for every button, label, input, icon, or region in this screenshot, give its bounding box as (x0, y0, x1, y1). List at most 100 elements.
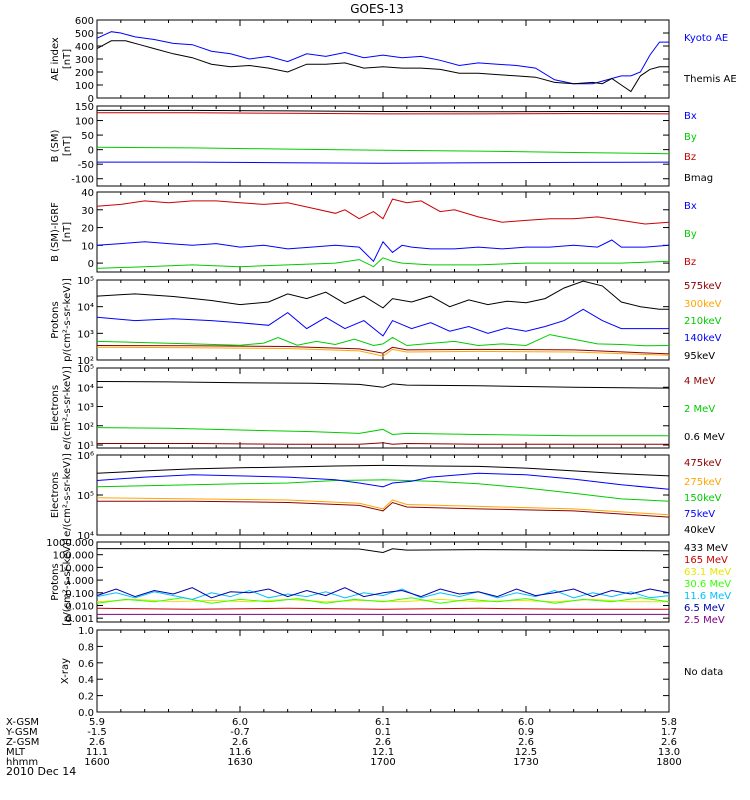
legend-entry: 2.5 MeV (684, 615, 725, 626)
series-line-75kev (96, 472, 670, 490)
legend-entry: By (684, 229, 697, 240)
ephemeris-value: 1730 (513, 757, 538, 768)
y-tick-label: 10⁵ (77, 364, 94, 375)
y-tick-label: 10⁴ (77, 303, 94, 314)
legend-entry: 75keV (684, 509, 715, 520)
legend-entry: Bz (684, 152, 696, 163)
y-axis-label: [nT] (62, 49, 73, 69)
y-tick-label: 0.010 (65, 601, 94, 612)
series-line-300kev (96, 346, 670, 357)
ephemeris-value: 2.6 (232, 737, 248, 748)
y-tick-label: 400 (75, 42, 94, 53)
y-tick-label: 0 (88, 146, 94, 157)
ephemeris-value: 6.0 (232, 717, 248, 728)
y-axis-label: AE index (50, 37, 61, 81)
series-line-by (96, 257, 670, 269)
y-axis-label: [nT] (62, 222, 73, 242)
y-tick-label: 10¹ (77, 441, 94, 452)
ephemeris-row-label: MLT (6, 747, 26, 758)
ephemeris-value: 5.9 (89, 717, 105, 728)
ephemeris-row-label: X-GSM (6, 717, 39, 728)
series-line-165-mev (96, 607, 669, 610)
legend-entry: 4 MeV (684, 376, 715, 387)
y-tick-label: 0.6 (78, 659, 94, 670)
legend-entry: Kyoto AE (684, 33, 728, 44)
legend-entry: 30.6 MeV (684, 579, 731, 590)
legend-entry: 6.5 MeV (684, 603, 725, 614)
y-tick-label: 10² (77, 356, 94, 367)
y-tick-label: 0.001 (65, 614, 94, 625)
legend-entry: Themis AE (683, 74, 737, 85)
legend-entry: 150keV (684, 493, 722, 504)
y-axis-label: Electrons (50, 385, 61, 431)
ephemeris-value: 0.9 (518, 727, 534, 738)
legend-entry: 475keV (684, 458, 722, 469)
y-axis-label: Protons (50, 563, 61, 600)
ephemeris-value: 12.5 (515, 747, 537, 758)
ephemeris-value: 2.6 (518, 737, 534, 748)
y-axis-label: B (SM) (50, 129, 61, 162)
y-tick-label: 10⁵ (77, 276, 94, 287)
legend-entry: 0.6 MeV (684, 432, 725, 443)
y-tick-label: 0.4 (78, 675, 94, 686)
legend-entry: 11.6 MeV (684, 591, 731, 602)
series-line-433-mev (96, 547, 670, 554)
panel-frame (96, 105, 670, 187)
y-tick-label: 200 (75, 68, 94, 79)
y-tick-label: 100.000 (53, 551, 94, 562)
y-tick-label: 0 (88, 259, 94, 270)
panel-4: 10¹ 10² 10³ 10⁴ 10⁵ Electrons e/(cm²-s-sr-keV)… (50, 364, 725, 452)
y-tick-label: 0 (88, 94, 94, 105)
y-tick-label: 30 (81, 206, 94, 217)
series-line-140kev (96, 308, 669, 337)
series-line-40kev (96, 464, 670, 477)
ephemeris-value: 2.6 (89, 737, 105, 748)
y-tick-label: 10 (81, 241, 94, 252)
legend-entry: 63.1 MeV (684, 567, 731, 578)
ephemeris-value: 6.0 (518, 717, 534, 728)
y-axis-label: Protons (50, 301, 61, 338)
legend-entry: Bx (684, 201, 697, 212)
y-tick-label: 10³ (77, 403, 94, 414)
y-tick-label: 10⁴ (77, 531, 94, 542)
series-line-95kev (96, 280, 669, 310)
ephemeris-value: 1.7 (661, 727, 677, 738)
legend-entry: 165 MeV (684, 555, 728, 566)
legend-entry: 40keV (684, 525, 715, 536)
legend-entry: 433 MeV (684, 543, 728, 554)
y-tick-label: 600 (75, 16, 94, 27)
series-line-6.5-mev (96, 587, 670, 599)
y-tick-label: 100 (75, 117, 94, 128)
legend-entry: Bz (684, 257, 696, 268)
y-axis-label: [nT] (62, 136, 73, 156)
y-tick-label: 1.000 (65, 576, 94, 587)
legend-entry: 2 MeV (684, 404, 715, 415)
series-line-11.6-mev (96, 588, 670, 600)
series-line-kyoto-ae (96, 31, 669, 85)
ephemeris-value: 0.1 (375, 727, 391, 738)
panel-7: 0.0 0.2 0.4 0.6 0.8 1.0 X-ray No data (60, 626, 723, 719)
legend-entry: 575keV (684, 281, 722, 292)
no-data-note: No data (684, 667, 723, 678)
ephemeris-row-label: hhmm (6, 757, 38, 768)
legend-entry: 210keV (684, 316, 722, 327)
chart-title: GOES-13 (350, 2, 404, 16)
y-tick-label: 10⁴ (77, 383, 94, 394)
y-tick-label: 40 (81, 188, 94, 199)
ephemeris-value: 2.6 (661, 737, 677, 748)
y-tick-label: 50 (81, 131, 94, 142)
series-line-bx (96, 239, 670, 263)
legend-entry: 275keV (684, 477, 722, 488)
legend-entry: Bx (684, 111, 697, 122)
ephemeris-table: X-GSMY-GSMZ-GSMMLThhmm5.9-1.52.611.11600… (5, 717, 682, 768)
ephemeris-row-label: Z-GSM (6, 737, 39, 748)
series-line-150kev (96, 479, 670, 502)
y-tick-label: 150 (75, 102, 94, 113)
y-tick-label: 10² (77, 422, 94, 433)
y-axis-label: X-ray (60, 658, 71, 684)
y-axis-label: e/(cm²-s-sr-keV)] (62, 453, 73, 537)
legend-entry: 140keV (684, 333, 722, 344)
series-line-bz (96, 198, 670, 225)
